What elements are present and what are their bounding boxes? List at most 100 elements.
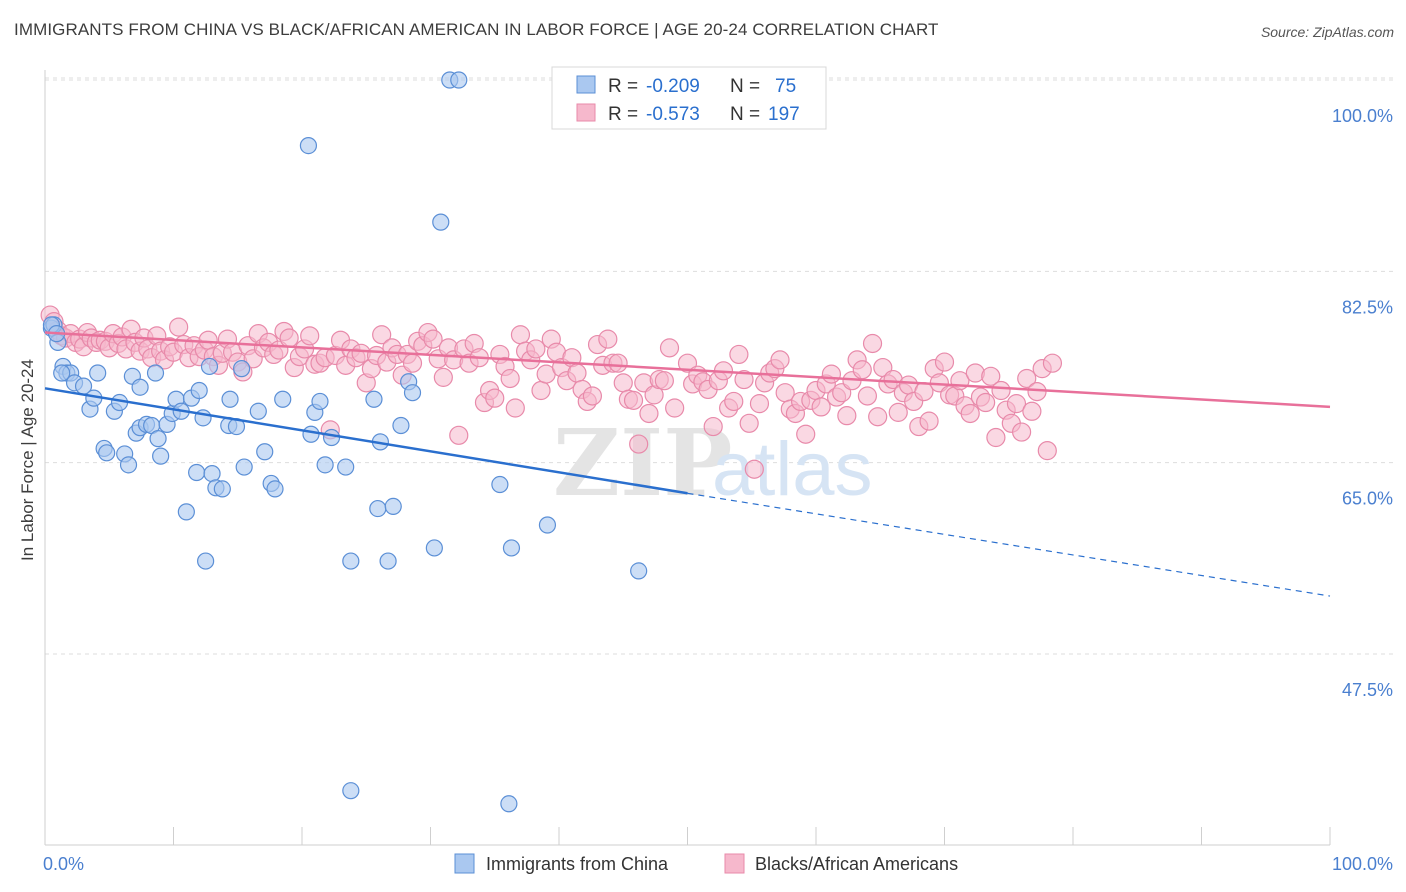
black-point-101 bbox=[531, 380, 551, 401]
source-credit: Source: ZipAtlas.com bbox=[1260, 24, 1394, 40]
black-point-162 bbox=[852, 360, 872, 380]
china-point-48 bbox=[274, 390, 292, 408]
china-point-20 bbox=[131, 378, 149, 396]
black-point-187 bbox=[981, 366, 1001, 386]
china-point-65 bbox=[425, 539, 443, 557]
legend-black-swatch bbox=[724, 853, 745, 874]
watermark-atlas: atlas bbox=[712, 427, 873, 512]
black-point-116 bbox=[608, 353, 628, 373]
black-point-82 bbox=[433, 367, 453, 387]
china-point-68 bbox=[450, 71, 468, 89]
china-point-16 bbox=[119, 456, 138, 474]
black-point-125 bbox=[654, 371, 674, 391]
china-trend-extension bbox=[687, 492, 1331, 597]
china-point-36 bbox=[203, 465, 221, 483]
china-point-69 bbox=[491, 475, 509, 494]
black-point-140 bbox=[739, 413, 759, 433]
black-point-127 bbox=[665, 398, 685, 418]
y-tick-label-2: 82.5% bbox=[1342, 297, 1393, 317]
china-point-77 bbox=[53, 364, 71, 382]
china-point-61 bbox=[384, 497, 402, 515]
black-point-30 bbox=[169, 317, 189, 337]
china-point-25 bbox=[152, 447, 170, 465]
black-point-120 bbox=[629, 434, 649, 454]
black-point-151 bbox=[796, 424, 816, 444]
black-point-133 bbox=[703, 416, 723, 437]
china-point-66 bbox=[432, 213, 450, 231]
stats-china-swatch bbox=[576, 75, 596, 94]
china-point-33 bbox=[190, 381, 208, 400]
black-point-156 bbox=[821, 364, 842, 384]
china-point-42 bbox=[233, 360, 251, 378]
black-point-141 bbox=[744, 459, 764, 479]
black-point-139 bbox=[734, 369, 754, 390]
trend-lines bbox=[44, 331, 1331, 597]
china-point-78 bbox=[197, 552, 215, 570]
china-trend-line bbox=[44, 387, 688, 495]
black-point-189 bbox=[991, 380, 1011, 401]
black-point-117 bbox=[613, 373, 633, 393]
china-point-12 bbox=[98, 444, 116, 462]
china-point-10 bbox=[89, 364, 107, 382]
china-point-54 bbox=[322, 428, 341, 447]
black-point-159 bbox=[837, 406, 857, 426]
china-point-56 bbox=[342, 552, 360, 570]
black-point-36 bbox=[198, 330, 218, 350]
x-tick-label-1: 100.0% bbox=[1332, 854, 1393, 874]
black-point-137 bbox=[724, 391, 744, 412]
stats-china-n-label: N = bbox=[730, 76, 760, 97]
black-point-199 bbox=[1042, 353, 1063, 373]
black-point-100 bbox=[526, 339, 546, 359]
china-point-40 bbox=[221, 390, 239, 408]
black-point-122 bbox=[639, 403, 659, 424]
black-point-138 bbox=[729, 344, 749, 365]
black-point-165 bbox=[868, 407, 888, 427]
china-point-64 bbox=[403, 384, 422, 402]
china-point-74 bbox=[342, 782, 360, 800]
china-point-62 bbox=[392, 416, 410, 435]
stats-black-swatch bbox=[576, 103, 596, 122]
chart-title: IMMIGRANTS FROM CHINA VS BLACK/AFRICAN A… bbox=[14, 20, 939, 39]
black-point-192 bbox=[1006, 394, 1027, 414]
legend-china-swatch bbox=[454, 853, 475, 874]
black-point-52 bbox=[279, 328, 299, 348]
x-tick-labels: 0.0% 100.0% bbox=[43, 854, 1393, 874]
black-point-96 bbox=[505, 398, 525, 418]
black-point-80 bbox=[423, 329, 443, 349]
y-tick-label-3: 100.0% bbox=[1332, 106, 1393, 126]
china-point-44 bbox=[249, 402, 267, 420]
china-point-72 bbox=[538, 516, 557, 534]
black-point-111 bbox=[582, 386, 603, 406]
stats-black-r-label: R = bbox=[608, 104, 638, 125]
black-point-195 bbox=[1022, 401, 1042, 421]
y-tick-label-1: 65.0% bbox=[1342, 489, 1393, 509]
china-point-30 bbox=[177, 503, 195, 521]
china-point-23 bbox=[146, 364, 165, 382]
black-point-163 bbox=[857, 386, 878, 406]
china-point-43 bbox=[235, 458, 253, 476]
china-point-35 bbox=[200, 357, 219, 376]
china-point-47 bbox=[266, 480, 284, 498]
black-point-175 bbox=[919, 411, 939, 431]
black-point-193 bbox=[1011, 422, 1032, 442]
black-point-183 bbox=[960, 403, 980, 424]
black-point-196 bbox=[1027, 382, 1047, 402]
stats-china-r-label: R = bbox=[608, 76, 638, 97]
china-point-57 bbox=[365, 390, 383, 408]
black-point-70 bbox=[372, 325, 392, 345]
china-point-71 bbox=[500, 795, 518, 813]
stats-box: R = -0.209 N = 75 R = -0.573 N = 197 bbox=[551, 66, 827, 130]
legend-china-label: Immigrants from China bbox=[486, 854, 669, 874]
black-point-164 bbox=[862, 333, 883, 354]
black-point-142 bbox=[749, 394, 770, 414]
black-point-184 bbox=[965, 363, 985, 383]
black-point-119 bbox=[623, 390, 644, 410]
china-point-38 bbox=[213, 480, 231, 498]
china-point-50 bbox=[302, 425, 320, 443]
china-point-55 bbox=[337, 458, 355, 476]
china-point-73 bbox=[630, 562, 648, 580]
black-point-146 bbox=[770, 350, 790, 370]
black-point-92 bbox=[485, 388, 505, 408]
axes bbox=[44, 70, 1331, 846]
black-point-188 bbox=[986, 427, 1006, 448]
